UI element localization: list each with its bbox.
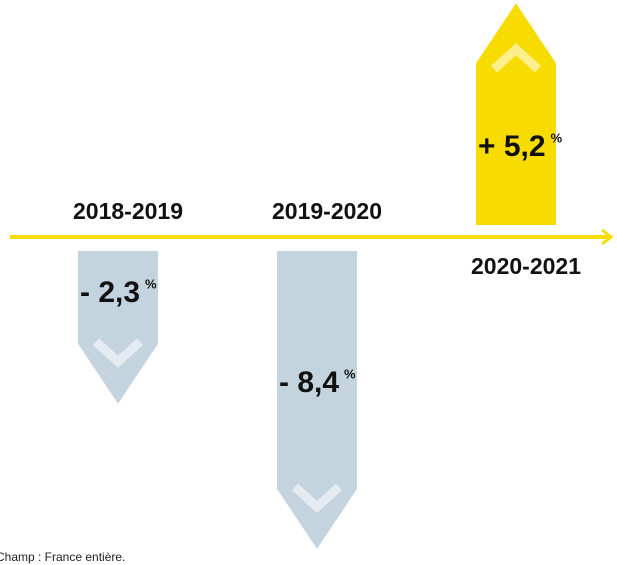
value-label: - 8,4 (279, 366, 339, 399)
bar-arrow (277, 251, 357, 549)
value-label: - 2,3 (80, 276, 140, 309)
chevron (291, 483, 343, 514)
bar-arrow (78, 251, 158, 404)
category-label: 2018-2019 (73, 198, 183, 224)
category-label: 2020-2021 (471, 253, 581, 279)
value-unit: % (344, 366, 356, 381)
bar-arrow (476, 3, 556, 225)
value-label: + 5,2 (478, 130, 546, 163)
chevron (490, 43, 542, 73)
value-unit: % (551, 130, 563, 145)
axis-arrow (601, 228, 614, 246)
value-unit: % (145, 276, 157, 291)
footnote: Champ : France entière. (0, 550, 125, 564)
category-label: 2019-2020 (272, 198, 382, 224)
chevron (92, 338, 144, 368)
